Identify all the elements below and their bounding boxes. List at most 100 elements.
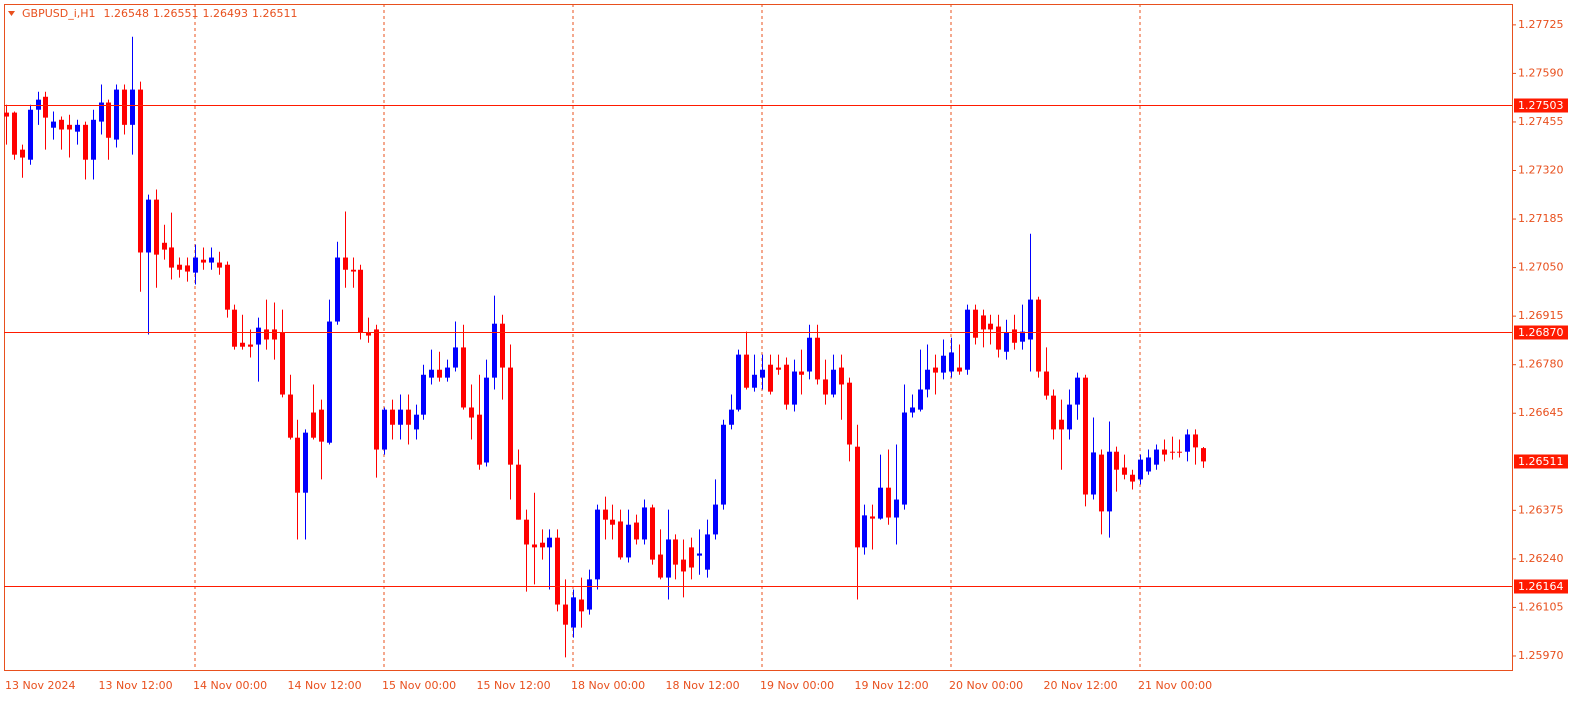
candle-body [1044,371,1049,396]
candle-body [713,504,718,535]
candle-body [421,374,426,415]
candle-body [477,414,482,465]
candle-body [799,371,804,375]
candle-body [114,89,119,140]
candle-body [555,537,560,605]
candle-body [1059,419,1064,430]
candle-body [209,257,214,263]
candle-body [965,309,970,370]
candle-body [666,539,671,578]
candle-body [343,257,348,270]
candle-body [162,242,167,250]
candle-body [870,516,875,519]
candle-body [351,269,356,272]
x-tick-label: 19 Nov 12:00 [855,679,929,692]
bid-tag [1514,454,1568,469]
candle-body [516,464,521,520]
candle-body [358,269,363,333]
candle-body [705,534,710,570]
y-tick-label: 1.26375 [1518,503,1564,516]
candle-body [1185,434,1190,452]
candle-body [941,355,946,373]
candle-body [445,367,450,378]
candle-body [28,109,33,160]
candle-body [240,342,245,347]
y-tick-label: 1.27455 [1518,115,1564,128]
y-tick-label: 1.26645 [1518,406,1564,419]
candle-body [650,507,655,560]
candle-body [508,367,513,465]
y-tick-label: 1.27050 [1518,261,1564,274]
candle-body [1177,451,1182,453]
candle-body [1154,449,1159,465]
candle-body [933,367,938,373]
candle-body [532,544,537,548]
header-close: 1.26511 [252,7,298,20]
candle-body [878,487,883,519]
candle-body [815,337,820,380]
plot-frame [4,4,1513,671]
candle-body [910,407,915,413]
candle-body [721,424,726,505]
y-tick-label: 1.26780 [1518,358,1564,371]
x-tick-label: 20 Nov 12:00 [1044,679,1118,692]
header-low: 1.26493 [203,7,249,20]
y-tick-label: 1.26240 [1518,552,1564,565]
candle-body [1091,452,1096,495]
candle-body [886,487,891,518]
candle-body [996,326,1001,350]
candle-body [461,347,466,408]
candle-body [4,112,9,117]
candle-body [673,539,678,565]
candle-body [579,599,584,612]
candle-body [1036,299,1041,372]
candle-body [264,329,269,340]
x-tick-label: 18 Nov 12:00 [666,679,740,692]
candle-body [752,374,757,388]
header-open: 1.26548 [104,7,150,20]
candle-body [1020,331,1025,342]
candle-body [1004,332,1009,352]
candle-body [847,382,852,445]
candle-body [792,371,797,405]
candle-body [232,309,237,347]
candle-body [201,259,206,263]
candle-body [272,329,277,340]
candle-body [776,367,781,370]
level-label: 1.26870 [1518,326,1564,339]
y-tick-label: 1.26105 [1518,600,1564,613]
candle-body [484,377,489,463]
candle-body [988,323,993,330]
level-label: 1.27503 [1518,99,1564,112]
candle-body [603,509,608,520]
candle-body [146,199,151,253]
candle-body [563,604,568,625]
candle-body [138,89,143,253]
y-tick-label: 1.25970 [1518,649,1564,662]
candle-body [1028,299,1033,340]
candle-body [768,364,773,392]
candle-body [981,315,986,330]
candle-body [36,99,41,110]
candle-body [469,407,474,418]
x-tick-label: 14 Nov 12:00 [288,679,362,692]
candle-body [303,432,308,493]
candle-body [571,597,576,628]
candle-body [540,542,545,548]
collapse-arrow[interactable] [8,11,15,16]
candle-body [177,264,182,270]
candle-body [894,499,899,518]
x-tick-label: 15 Nov 12:00 [477,679,551,692]
x-tick-label: 13 Nov 2024 [5,679,75,692]
candle-body [1201,448,1206,462]
candle-body [335,257,340,322]
candle-body [99,102,104,122]
candle-body [288,394,293,438]
candle-body [831,369,836,395]
candle-body [862,515,867,548]
candle-body [122,89,127,125]
candle-body [366,332,371,336]
candle-body [327,321,332,443]
candle-body [807,337,812,372]
